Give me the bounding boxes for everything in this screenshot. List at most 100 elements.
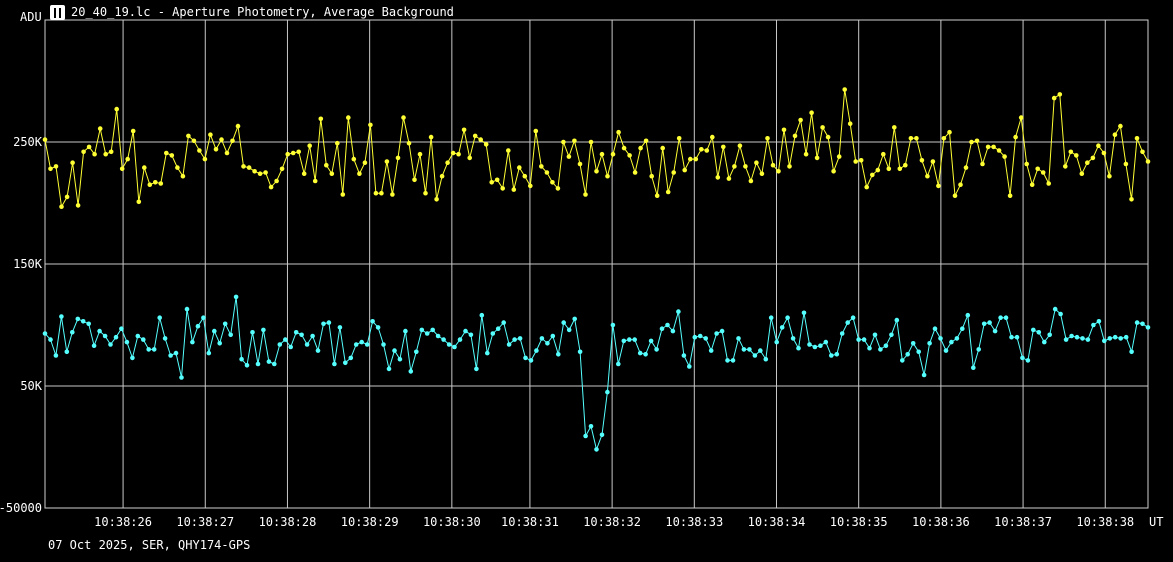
data-point: [539, 164, 544, 169]
data-point: [577, 161, 583, 167]
data-point: [605, 389, 610, 395]
data-point: [839, 331, 845, 336]
data-point: [114, 106, 119, 112]
data-point: [759, 171, 765, 176]
data-point: [1046, 181, 1051, 186]
data-point: [235, 123, 241, 129]
data-point: [268, 184, 274, 190]
data-point: [1063, 164, 1068, 169]
data-point: [856, 337, 861, 342]
data-point: [108, 342, 113, 347]
data-point: [1024, 161, 1029, 167]
y-tick-label: 50K: [20, 379, 42, 393]
data-point: [48, 337, 53, 342]
data-point: [457, 337, 463, 342]
data-point: [823, 339, 829, 345]
data-point: [186, 133, 191, 139]
data-point: [362, 160, 368, 165]
data-point: [889, 332, 894, 338]
data-point: [594, 169, 599, 174]
data-point: [135, 333, 141, 339]
data-point: [708, 348, 714, 353]
x-tick-label: 10:38:28: [259, 515, 317, 529]
data-point: [850, 315, 856, 321]
x-tick-label: 10:38:27: [176, 515, 234, 529]
data-point: [80, 319, 86, 324]
data-point: [654, 347, 659, 352]
data-point: [435, 333, 441, 339]
data-point: [725, 358, 730, 363]
data-point: [774, 339, 779, 345]
data-point: [146, 347, 151, 352]
data-point: [428, 134, 434, 140]
data-point: [467, 155, 473, 161]
data-point: [1020, 355, 1025, 361]
data-point: [147, 182, 153, 187]
data-point: [556, 352, 561, 357]
data-point: [125, 156, 130, 162]
data-point: [737, 143, 743, 148]
data-point: [206, 350, 212, 356]
data-point: [1069, 333, 1074, 339]
data-point: [905, 352, 910, 357]
data-point: [252, 169, 257, 174]
data-point: [927, 341, 932, 346]
data-point: [1040, 170, 1046, 175]
data-point: [670, 328, 676, 334]
data-point: [825, 134, 831, 140]
data-point: [522, 173, 528, 179]
data-point: [169, 153, 175, 158]
data-point: [1118, 123, 1123, 129]
data-point: [478, 137, 484, 142]
data-point: [246, 165, 252, 170]
data-point: [971, 365, 976, 371]
data-point: [754, 160, 759, 165]
data-point: [1145, 159, 1151, 164]
data-point: [1085, 160, 1090, 165]
data-point: [687, 364, 692, 369]
x-tick-label: 10:38:34: [748, 515, 806, 529]
data-point: [627, 337, 632, 342]
data-point: [142, 165, 147, 170]
data-point: [847, 121, 853, 126]
data-point: [671, 170, 676, 175]
data-point: [263, 170, 268, 175]
data-point: [119, 166, 125, 172]
window-title: 20_40_19.lc - Aperture Photometry, Avera…: [71, 5, 454, 19]
data-point: [373, 190, 379, 196]
data-point: [417, 151, 423, 157]
window-title-bar: 20_40_19.lc - Aperture Photometry, Avera…: [50, 3, 454, 21]
data-point: [335, 140, 340, 146]
data-point: [91, 343, 97, 349]
data-point: [53, 353, 59, 358]
data-point: [743, 164, 748, 169]
data-point: [752, 353, 758, 358]
x-tick-label: 10:38:29: [341, 515, 399, 529]
data-point: [621, 145, 627, 151]
data-point: [829, 353, 834, 358]
data-point: [390, 192, 395, 197]
data-point: [715, 175, 721, 180]
data-point: [168, 353, 173, 358]
data-point: [70, 330, 75, 335]
data-point: [408, 369, 414, 374]
data-point: [479, 312, 485, 318]
data-point: [872, 332, 878, 338]
data-point: [632, 337, 637, 342]
data-point: [654, 193, 660, 198]
data-point: [329, 171, 335, 176]
data-point: [987, 320, 992, 325]
data-point: [779, 325, 785, 330]
data-point: [293, 330, 299, 335]
data-point: [925, 173, 930, 179]
data-point: [299, 332, 304, 338]
data-point: [682, 167, 687, 173]
data-point: [809, 110, 814, 115]
data-point: [730, 358, 736, 363]
data-point: [472, 133, 478, 139]
data-point: [533, 128, 539, 134]
data-point: [638, 145, 643, 151]
data-point: [501, 320, 507, 325]
data-point: [162, 336, 168, 341]
data-point: [285, 151, 291, 157]
